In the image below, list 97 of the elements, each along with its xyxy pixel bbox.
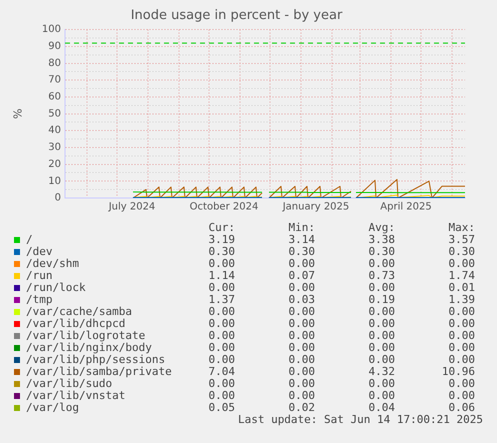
text: 1.74 [448, 269, 475, 282]
text: 0.00 [368, 317, 395, 330]
legend-label: /dev/shm [26, 257, 79, 270]
text: 0.00 [208, 377, 235, 390]
y-tick-label: 20 [48, 158, 61, 170]
text: 1.39 [448, 293, 475, 306]
y-tick-label: 100 [42, 24, 61, 36]
legend-label: /dev [26, 245, 52, 258]
text: 0.00 [208, 341, 235, 354]
text: 3.19 [208, 233, 235, 246]
text: 0.00 [208, 329, 235, 342]
text: 0.00 [288, 305, 315, 318]
text: 0.00 [208, 317, 235, 330]
text: 0.00 [368, 341, 395, 354]
text: 3.14 [288, 233, 315, 246]
text: 0.00 [208, 389, 235, 402]
x-tick-label: April 2025 [380, 202, 432, 213]
text: Avg: [368, 221, 395, 234]
text: 1.14 [208, 269, 235, 282]
legend-label: /var/lib/nginx/body [26, 341, 152, 354]
text: 0.00 [208, 305, 235, 318]
text: 0.00 [368, 257, 395, 270]
text: 0.00 [288, 257, 315, 270]
text: 0.00 [448, 317, 475, 330]
text: 10.96 [440, 365, 475, 378]
text: 0.30 [208, 245, 235, 258]
text: 4.32 [368, 365, 395, 378]
legend-label: /run [26, 269, 52, 282]
y-tick-label: 70 [48, 74, 61, 86]
text: 0.00 [368, 353, 395, 366]
text: 0.00 [448, 305, 475, 318]
text: 0.00 [288, 389, 315, 402]
text: 0.00 [448, 257, 475, 270]
legend-label: /var/cache/samba [26, 305, 132, 318]
text: 0.00 [288, 365, 315, 378]
y-tick-label: 50 [48, 108, 61, 120]
y-tick-label: 60 [48, 92, 61, 103]
legend-label: /var/lib/samba/private [26, 365, 172, 378]
y-tick-label: 40 [48, 125, 61, 136]
text: 0.30 [368, 245, 395, 258]
x-tick-label: October 2024 [190, 202, 258, 213]
text: 0.00 [208, 257, 235, 270]
text: 0.00 [288, 329, 315, 342]
text: 0.00 [448, 329, 475, 342]
x-tick-label: January 2025 [282, 202, 350, 213]
y-axis-title: % [11, 108, 24, 120]
y-tick-label: 30 [48, 142, 61, 154]
text: Last update: Sat Jun 14 17:00:21 2025 [238, 413, 483, 426]
chart-title: Inode usage in percent - by year [130, 8, 343, 24]
text: 0.00 [288, 377, 315, 390]
text: 0.06 [448, 401, 475, 414]
legend-label: /var/lib/dhcpcd [26, 317, 126, 330]
text: 0.04 [368, 401, 395, 414]
text: Min: [288, 221, 315, 234]
text: 0.00 [288, 353, 315, 366]
text: 0.30 [448, 245, 475, 258]
legend-label: /var/lib/php/sessions [26, 353, 166, 366]
text: 0.73 [368, 269, 395, 282]
text: 0.00 [448, 353, 475, 366]
text: 3.38 [368, 233, 395, 246]
legend-label: /var/log [26, 401, 79, 414]
text: 7.04 [208, 365, 235, 378]
y-tick-label: 0 [54, 192, 61, 204]
text: 0.00 [448, 341, 475, 354]
text: 0.07 [288, 269, 315, 282]
text: 0.03 [288, 293, 315, 306]
legend-label: /var/lib/sudo [26, 377, 112, 390]
text: 0.00 [208, 281, 235, 294]
text: Max: [448, 221, 475, 234]
legend-label: /var/lib/logrotate [26, 329, 146, 342]
x-tick-label: July 2024 [108, 202, 156, 213]
text: 1.37 [208, 293, 235, 306]
y-tick-label: 90 [48, 41, 61, 52]
text: 0.00 [288, 341, 315, 354]
text: 0.00 [368, 281, 395, 294]
text: 0.00 [368, 305, 395, 318]
text: 0.30 [288, 245, 315, 258]
legend-label: /tmp [26, 293, 52, 306]
legend-label: / [26, 233, 33, 246]
y-tick-label: 80 [48, 58, 61, 69]
text: Cur: [208, 221, 235, 234]
text: 3.57 [448, 233, 475, 246]
text: 0.05 [208, 401, 235, 414]
text: 0.00 [368, 377, 395, 390]
text: 0.00 [208, 353, 235, 366]
y-tick-label: 10 [48, 176, 61, 187]
text: 0.02 [288, 401, 315, 414]
text: 0.00 [368, 329, 395, 342]
text: 0.19 [368, 293, 395, 306]
text: 0.00 [448, 377, 475, 390]
text: 0.01 [448, 281, 475, 294]
text: 0.00 [288, 317, 315, 330]
text: 0.00 [448, 389, 475, 402]
legend-label: /var/lib/vnstat [26, 389, 126, 402]
text: 0.00 [288, 281, 315, 294]
legend-label: /run/lock [26, 281, 86, 294]
text: 0.00 [368, 389, 395, 402]
